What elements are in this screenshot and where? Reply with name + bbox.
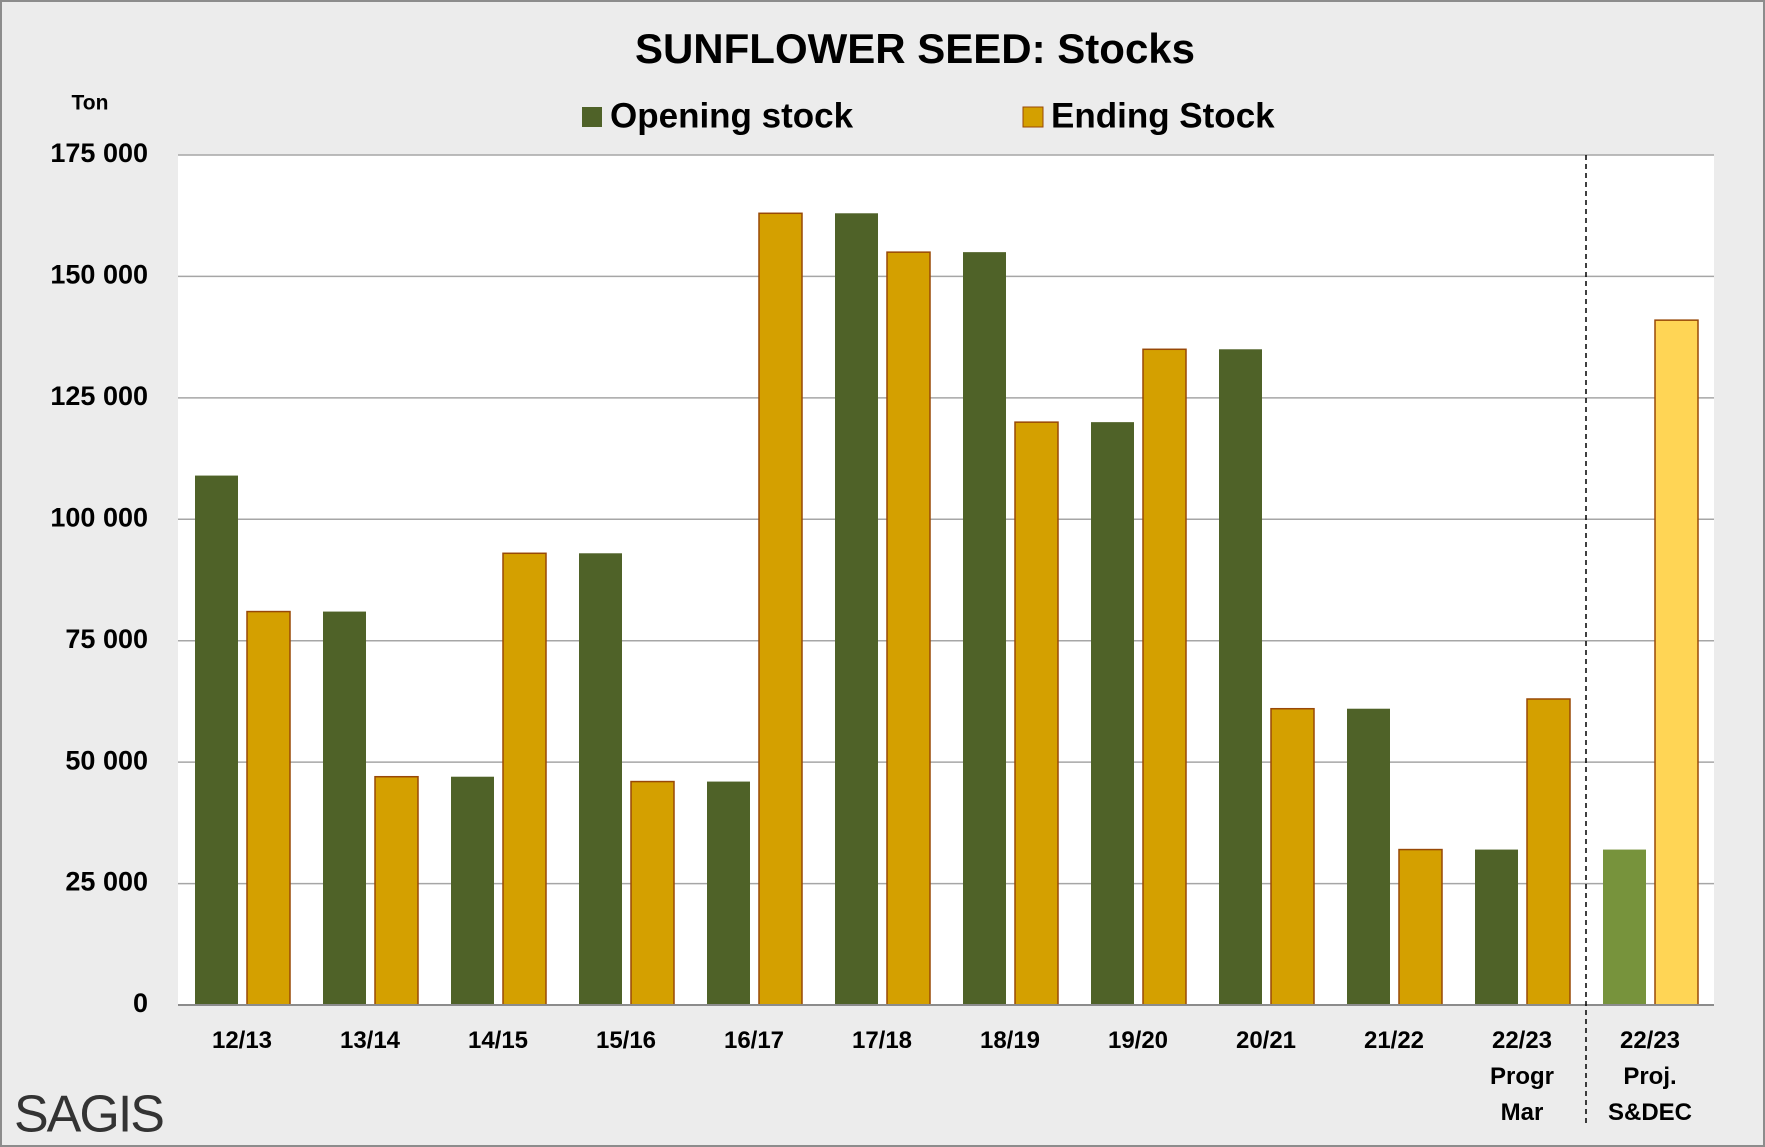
x-tick-label: 18/19 bbox=[980, 1027, 1040, 1054]
bar bbox=[502, 552, 547, 1006]
bar bbox=[195, 475, 238, 1006]
x-tick-label: 16/17 bbox=[724, 1027, 784, 1054]
y-tick-label: 25 000 bbox=[65, 867, 148, 897]
legend-label: Ending Stock bbox=[1051, 96, 1275, 135]
y-tick-label: 175 000 bbox=[50, 138, 148, 168]
y-tick-label: 0 bbox=[133, 988, 148, 1018]
bar bbox=[1654, 319, 1699, 1006]
bar bbox=[323, 611, 366, 1005]
x-tick-label: 15/16 bbox=[596, 1027, 656, 1054]
y-tick-label: 50 000 bbox=[65, 745, 148, 775]
x-tick-label: 14/15 bbox=[468, 1027, 528, 1054]
legend-swatch bbox=[582, 107, 602, 127]
bar bbox=[1347, 708, 1390, 1005]
bar bbox=[886, 251, 931, 1006]
bar bbox=[835, 213, 878, 1006]
y-tick-label: 150 000 bbox=[50, 260, 148, 290]
logo: SAGIS bbox=[14, 1086, 163, 1144]
y-tick-label: 125 000 bbox=[50, 381, 148, 411]
bar bbox=[758, 212, 803, 1006]
x-tick-label: 17/18 bbox=[852, 1027, 912, 1054]
x-tick-label: 19/20 bbox=[1108, 1027, 1168, 1054]
bar bbox=[1475, 849, 1518, 1005]
x-tick-label: 12/13 bbox=[212, 1027, 272, 1054]
bar bbox=[579, 553, 622, 1005]
x-tick-label: 22/23 Progr Mar bbox=[1490, 1027, 1554, 1126]
y-tick-label: 75 000 bbox=[65, 624, 148, 654]
bar bbox=[451, 776, 494, 1005]
bar bbox=[1526, 698, 1571, 1006]
legend-swatch bbox=[1022, 106, 1044, 128]
bar bbox=[707, 781, 750, 1005]
bar bbox=[1091, 422, 1134, 1006]
y-tick-label: 100 000 bbox=[50, 502, 148, 532]
bar bbox=[1603, 849, 1646, 1005]
bar bbox=[1398, 848, 1443, 1006]
bar bbox=[374, 775, 419, 1006]
x-tick-label: 21/22 bbox=[1364, 1027, 1424, 1054]
bar bbox=[1014, 421, 1059, 1006]
bar bbox=[1270, 707, 1315, 1006]
y-axis-label: Ton bbox=[72, 92, 109, 115]
legend-label: Opening stock bbox=[610, 96, 854, 135]
bar bbox=[1142, 348, 1187, 1006]
chart-title: SUNFLOWER SEED: Stocks bbox=[635, 25, 1195, 72]
x-tick-label: 20/21 bbox=[1236, 1027, 1296, 1054]
plot-area bbox=[178, 155, 1714, 1005]
bar bbox=[1219, 349, 1262, 1005]
bar bbox=[963, 252, 1006, 1006]
bar bbox=[246, 610, 291, 1006]
x-tick-label: 13/14 bbox=[340, 1027, 401, 1054]
bar bbox=[630, 780, 675, 1006]
x-tick-label: 22/23 Proj. S&DEC bbox=[1608, 1027, 1692, 1126]
